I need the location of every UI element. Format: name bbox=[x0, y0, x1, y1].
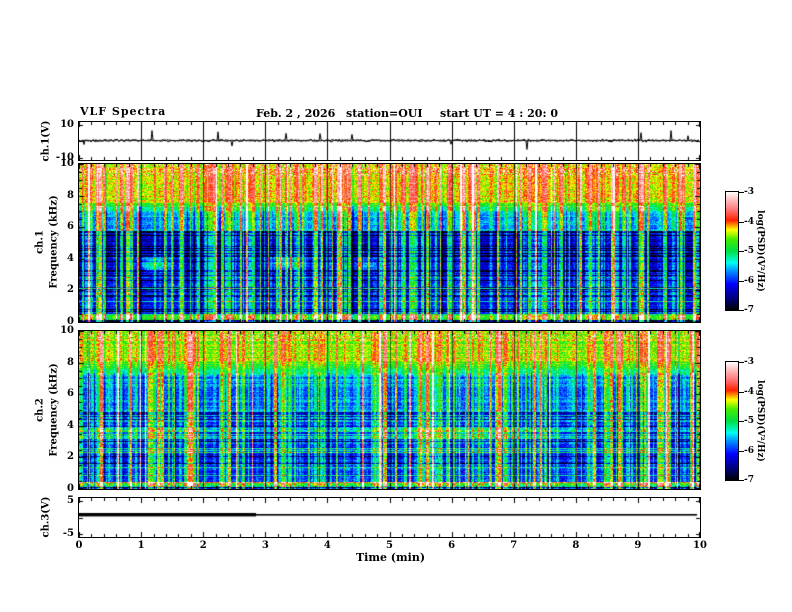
colorbar-2 bbox=[725, 361, 739, 481]
ch1_spec-ytick-label: 8 bbox=[67, 189, 74, 201]
ch2-spec-ylabel-frequency: Frequency (kHz) bbox=[48, 363, 60, 457]
colorbar-tick-label: -3 bbox=[744, 357, 754, 367]
x-axis-title: Time (min) bbox=[355, 551, 426, 564]
colorbar-tick-label: -7 bbox=[744, 475, 754, 485]
colorbar-tick-label: -6 bbox=[744, 275, 754, 286]
colorbar-tick-label: -6 bbox=[744, 445, 754, 456]
ch1-spec-ylabel-frequency: Frequency (kHz) bbox=[48, 195, 60, 289]
colorbar-tick-label: -7 bbox=[744, 305, 754, 315]
colorbar-tick-mark bbox=[739, 450, 744, 452]
ch3-waveform-panel bbox=[78, 497, 701, 538]
x-axis-tick-label: 0 bbox=[75, 540, 83, 551]
ch2-spectrogram-panel bbox=[78, 330, 701, 490]
ch2_spec-ytick-label: 6 bbox=[67, 388, 74, 400]
colorbar-tick-mark bbox=[739, 421, 744, 422]
ch1_spec-ytick-label: 4 bbox=[67, 252, 74, 264]
colorbar-tick-mark bbox=[739, 310, 744, 311]
colorbar-tick-mark bbox=[739, 251, 744, 252]
ch2-spectrogram-canvas bbox=[79, 331, 700, 489]
colorbar-tick-mark bbox=[739, 362, 744, 363]
plot-title: VLF Spectra bbox=[80, 105, 167, 118]
colorbar-1-label: log(PSD)(V²/Hz) bbox=[755, 210, 765, 292]
colorbar-2-label: log(PSD)(V²/Hz) bbox=[755, 380, 765, 462]
ch2_spec-ytick-label: 4 bbox=[67, 419, 74, 431]
ch1-spectrogram-canvas bbox=[79, 164, 700, 322]
colorbar-tick-label: -4 bbox=[744, 216, 754, 227]
colorbar-tick-label: -3 bbox=[744, 187, 754, 197]
plot-station: station=OUI bbox=[346, 107, 423, 120]
ch1-spectrogram-panel bbox=[78, 163, 701, 323]
colorbar-tick-label: -5 bbox=[744, 246, 754, 256]
colorbar-1 bbox=[725, 191, 739, 311]
x-axis-tick-label: 8 bbox=[572, 540, 580, 551]
plot-start-ut: start UT = 4 : 20: 0 bbox=[440, 107, 558, 120]
ch1-waveform-panel bbox=[78, 121, 701, 161]
x-axis-tick-label: 1 bbox=[137, 540, 145, 551]
plot-date: Feb. 2 , 2026 bbox=[256, 107, 336, 120]
x-axis-tick-label: 4 bbox=[323, 540, 331, 551]
x-axis-tick-label: 3 bbox=[261, 540, 269, 551]
ch1_spec-ytick-label: 10 bbox=[60, 158, 74, 169]
colorbar-tick-mark bbox=[739, 192, 744, 193]
title-row: VLF Spectra Feb. 2 , 2026 station=OUI st… bbox=[78, 105, 701, 121]
ch1-wave-ytick-label: -10 bbox=[55, 151, 74, 163]
x-axis-tick-label: 5 bbox=[386, 540, 393, 551]
ch3-wave-ytick-label: 5 bbox=[67, 495, 74, 506]
ch2_spec-ytick-label: 0 bbox=[67, 483, 74, 494]
ch3-waveform-canvas bbox=[79, 498, 700, 537]
colorbar-tick-label: -4 bbox=[744, 386, 754, 397]
x-axis-tick-label: 10 bbox=[693, 540, 707, 551]
ch1-spec-ylabel-channel: ch.1 bbox=[34, 230, 46, 254]
ch2_spec-ytick-label: 8 bbox=[67, 356, 74, 368]
x-axis-tick-label: 6 bbox=[448, 540, 456, 551]
ch2_spec-ytick-label: 2 bbox=[67, 451, 74, 463]
ch2-spec-ylabel-channel: ch.2 bbox=[34, 398, 46, 422]
colorbar-tick-mark bbox=[739, 480, 744, 481]
ch1-waveform-canvas bbox=[79, 122, 700, 160]
ch1_spec-ytick-label: 0 bbox=[67, 316, 74, 327]
ch2_spec-ytick-label: 10 bbox=[60, 325, 74, 336]
x-axis-tick-label: 7 bbox=[510, 540, 518, 551]
ch1_spec-ytick-label: 2 bbox=[67, 284, 74, 296]
x-axis-tick-label: 2 bbox=[199, 540, 207, 551]
ch1_spec-ytick-label: 6 bbox=[67, 221, 74, 233]
ch1-wave-ytick-label: 10 bbox=[60, 118, 74, 130]
colorbar-tick-label: -5 bbox=[744, 416, 754, 426]
x-axis-tick-label: 9 bbox=[634, 540, 642, 551]
colorbar-tick-mark bbox=[739, 280, 744, 282]
colorbar-tick-mark bbox=[739, 221, 744, 223]
ch3-wave-ytick-label: -5 bbox=[62, 528, 74, 539]
colorbar-tick-mark bbox=[739, 391, 744, 393]
